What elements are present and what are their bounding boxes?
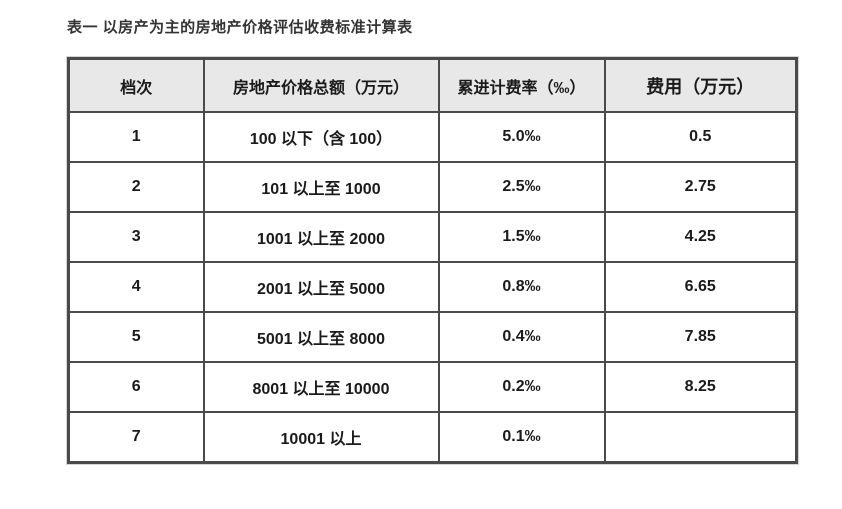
cell-tier: 4	[67, 261, 205, 313]
cell-total: 5001 以上至 8000	[202, 311, 440, 363]
cell-tier: 3	[67, 211, 205, 263]
header-fee: 费用（万元）	[603, 57, 798, 113]
cell-rate: 0.2‰	[437, 361, 606, 413]
cell-fee	[603, 411, 798, 464]
cell-fee: 4.25	[603, 211, 798, 263]
cell-rate: 0.1‰	[437, 411, 606, 464]
cell-total: 1001 以上至 2000	[202, 211, 440, 263]
cell-fee: 6.65	[603, 261, 798, 313]
header-total: 房地产价格总额（万元）	[202, 57, 440, 113]
cell-tier: 7	[67, 411, 205, 464]
cell-rate: 1.5‰	[437, 211, 606, 263]
cell-total: 101 以上至 1000	[202, 161, 440, 213]
table-row: 2 101 以上至 1000 2.5‰ 2.75	[67, 161, 798, 213]
page-title: 表一 以房产为主的房地产价格评估收费标准计算表	[67, 19, 413, 36]
table-row: 4 2001 以上至 5000 0.8‰ 6.65	[67, 261, 798, 313]
cell-fee: 7.85	[603, 311, 798, 363]
header-rate: 累进计费率（‰）	[437, 57, 606, 113]
fee-standard-table: 档次 房地产价格总额（万元） 累进计费率（‰） 费用（万元） 1 100 以下（…	[66, 56, 799, 465]
cell-fee: 2.75	[603, 161, 798, 213]
cell-tier: 5	[67, 311, 205, 363]
table-header-row: 档次 房地产价格总额（万元） 累进计费率（‰） 费用（万元）	[67, 57, 798, 113]
cell-total: 100 以下（含 100）	[202, 111, 440, 163]
cell-fee: 8.25	[603, 361, 798, 413]
cell-total: 10001 以上	[202, 411, 440, 464]
cell-rate: 0.4‰	[437, 311, 606, 363]
cell-rate: 2.5‰	[437, 161, 606, 213]
cell-tier: 1	[67, 111, 205, 163]
cell-tier: 2	[67, 161, 205, 213]
table-row: 7 10001 以上 0.1‰	[67, 411, 798, 464]
cell-fee: 0.5	[603, 111, 798, 163]
cell-total: 2001 以上至 5000	[202, 261, 440, 313]
cell-tier: 6	[67, 361, 205, 413]
cell-rate: 5.0‰	[437, 111, 606, 163]
table-row: 3 1001 以上至 2000 1.5‰ 4.25	[67, 211, 798, 263]
table-row: 6 8001 以上至 10000 0.2‰ 8.25	[67, 361, 798, 413]
cell-rate: 0.8‰	[437, 261, 606, 313]
table-row: 1 100 以下（含 100） 5.0‰ 0.5	[67, 111, 798, 163]
table-row: 5 5001 以上至 8000 0.4‰ 7.85	[67, 311, 798, 363]
header-tier: 档次	[67, 57, 205, 113]
cell-total: 8001 以上至 10000	[202, 361, 440, 413]
